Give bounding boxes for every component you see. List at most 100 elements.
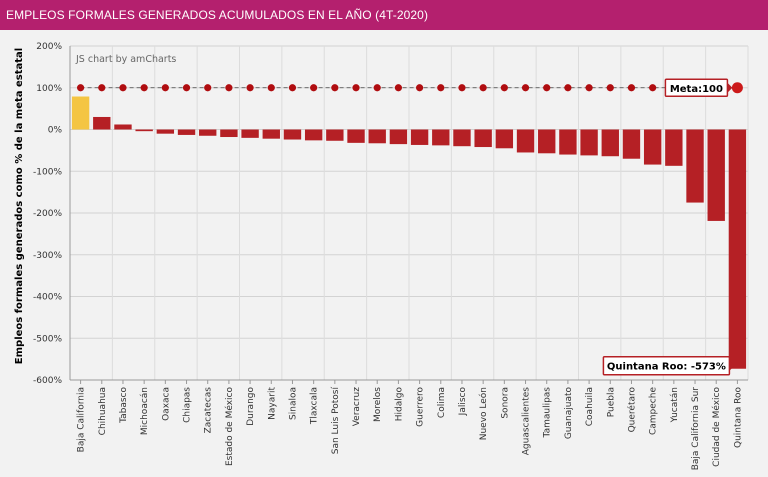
- bar[interactable]: [601, 129, 619, 157]
- goal-marker[interactable]: [267, 84, 275, 92]
- bars: [71, 96, 747, 369]
- bar[interactable]: [643, 129, 662, 165]
- bar[interactable]: [135, 129, 153, 132]
- bar[interactable]: [410, 129, 429, 145]
- x-tick-label: Sinaloa: [288, 387, 298, 420]
- goal-marker[interactable]: [98, 84, 106, 92]
- value-callout-pointer: [729, 360, 735, 371]
- goal-marker[interactable]: [225, 84, 233, 92]
- x-tick-label: Nayarit: [267, 387, 277, 420]
- x-tick-label: Oaxaca: [161, 387, 171, 421]
- bar[interactable]: [368, 129, 386, 144]
- goal-marker[interactable]: [182, 84, 191, 92]
- goal-callout-label: Meta:100: [670, 84, 723, 95]
- value-callout: Quintana Roo: -573%: [602, 355, 735, 376]
- bar[interactable]: [559, 129, 577, 155]
- x-tick-label: Veracruz: [352, 387, 362, 427]
- x-tick-label: Querétaro: [626, 387, 637, 433]
- goal-marker[interactable]: [479, 84, 487, 92]
- y-tick-label: -400%: [33, 293, 62, 303]
- goal-callout-pointer: [727, 82, 733, 93]
- goal-marker[interactable]: [310, 84, 318, 92]
- bar[interactable]: [326, 129, 344, 141]
- goal-marker[interactable]: [140, 84, 148, 92]
- bar[interactable]: [686, 129, 704, 203]
- bar[interactable]: [516, 129, 535, 153]
- bar[interactable]: [156, 129, 175, 134]
- bar[interactable]: [93, 116, 111, 130]
- bar[interactable]: [622, 129, 641, 159]
- goal-marker[interactable]: [373, 84, 381, 92]
- bar[interactable]: [262, 129, 280, 139]
- goal-marker[interactable]: [585, 84, 593, 92]
- bar[interactable]: [347, 129, 365, 143]
- goal-callout: Meta:100: [664, 78, 733, 97]
- goal-marker-active[interactable]: [731, 82, 743, 94]
- x-tick-label: Nuevo León: [478, 387, 489, 440]
- x-tick-label: Estado de México: [224, 387, 235, 467]
- goal-marker[interactable]: [458, 84, 466, 92]
- y-axis-title: Empleos formales generados como % de la …: [14, 48, 25, 364]
- goal-marker[interactable]: [352, 84, 360, 92]
- goal-marker[interactable]: [119, 84, 127, 92]
- x-tick-label: Hidalgo: [394, 387, 404, 422]
- bar[interactable]: [389, 129, 408, 145]
- bar[interactable]: [71, 96, 90, 130]
- goal-marker[interactable]: [606, 84, 614, 92]
- bar[interactable]: [580, 129, 598, 156]
- value-callout-label: Quintana Roo: -573%: [607, 362, 726, 373]
- y-tick-label: 0%: [48, 126, 63, 136]
- goal-marker[interactable]: [331, 84, 339, 92]
- goal-marker[interactable]: [288, 84, 297, 92]
- x-tick-label: Morelos: [373, 387, 383, 422]
- bar[interactable]: [707, 129, 725, 221]
- bar[interactable]: [304, 129, 323, 141]
- y-tick-label: -500%: [33, 334, 62, 344]
- x-tick-label: Michoacán: [140, 387, 150, 435]
- bar[interactable]: [199, 129, 217, 136]
- x-tick-label: Quintana Roo: [733, 387, 743, 448]
- goal-marker[interactable]: [161, 84, 169, 92]
- goal-marker[interactable]: [521, 84, 530, 92]
- goal-marker[interactable]: [394, 84, 403, 92]
- x-tick-label: Baja California Sur: [691, 387, 701, 471]
- goal-marker[interactable]: [564, 84, 572, 92]
- goal-marker[interactable]: [543, 84, 551, 92]
- x-tick-label: Zacatecas: [204, 387, 214, 434]
- bar[interactable]: [474, 129, 492, 148]
- y-tick-label: -300%: [33, 251, 62, 261]
- goal-marker[interactable]: [649, 84, 657, 92]
- grid-lines: [69, 45, 749, 381]
- bar[interactable]: [453, 129, 471, 147]
- bar[interactable]: [728, 129, 747, 369]
- bar[interactable]: [495, 129, 514, 149]
- x-tick-label: Campeche: [649, 387, 659, 435]
- x-tick-label: Tamaulipas: [543, 387, 553, 439]
- x-tick-label: Colima: [437, 387, 447, 418]
- goal-marker[interactable]: [627, 84, 636, 92]
- bar[interactable]: [538, 129, 556, 154]
- goal-marker[interactable]: [246, 84, 254, 92]
- goal-marker[interactable]: [437, 84, 445, 92]
- x-tick-label: Tabasco: [119, 387, 129, 424]
- bar[interactable]: [432, 129, 450, 146]
- y-tick-label: -200%: [33, 209, 62, 219]
- goal-marker[interactable]: [415, 84, 424, 92]
- bar[interactable]: [177, 129, 196, 135]
- bar[interactable]: [665, 129, 683, 166]
- goal-marker[interactable]: [76, 84, 85, 92]
- goal-marker[interactable]: [500, 84, 508, 92]
- y-axis: 200% 100% 0% -100% -200% -300% -400% -500% -600%: [33, 42, 748, 386]
- bar[interactable]: [241, 129, 259, 138]
- x-tick-label: San Luis Potosí: [331, 387, 341, 455]
- bar[interactable]: [283, 129, 302, 140]
- bar[interactable]: [220, 129, 238, 138]
- y-tick-label: 200%: [36, 42, 62, 52]
- x-tick-label: Yucatán: [670, 387, 680, 423]
- bar[interactable]: [114, 124, 132, 130]
- x-tick-label: Chihuahua: [98, 387, 108, 435]
- goal-marker[interactable]: [204, 84, 212, 92]
- x-tick-label: Jalisco: [458, 387, 468, 417]
- x-tick-label: Ciudad de México: [711, 387, 722, 467]
